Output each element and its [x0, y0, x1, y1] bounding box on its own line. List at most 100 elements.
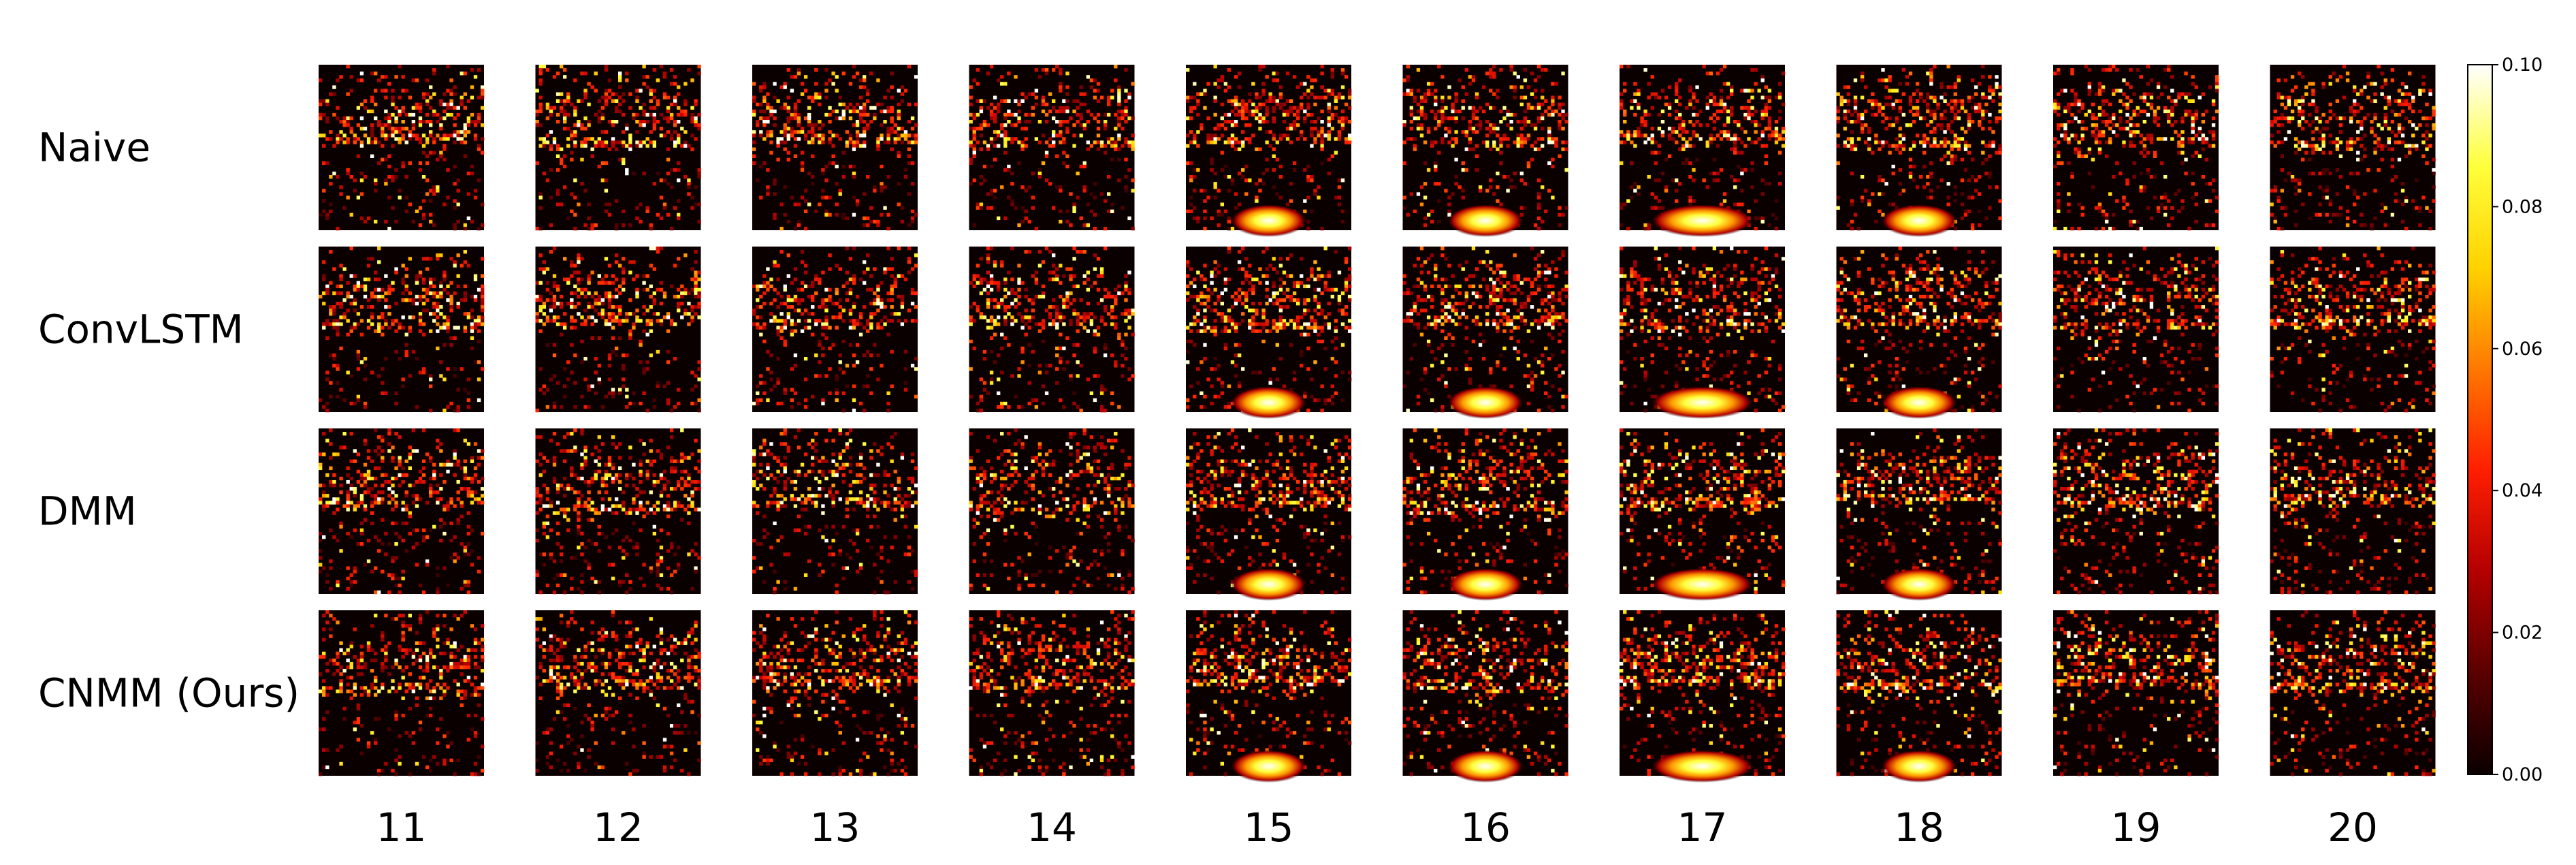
panel-cells	[969, 610, 1135, 776]
heatmap-panel-dmm-11	[319, 428, 485, 595]
heatmap-panel-convlstm-15	[1186, 247, 1352, 419]
polar-glow	[1447, 386, 1524, 419]
heatmap-panel-dmm-15	[1186, 428, 1352, 601]
column-label-11: 11	[376, 804, 427, 851]
panel-cells	[2053, 65, 2219, 231]
panel-cells	[319, 610, 485, 776]
column-label-18: 18	[1894, 804, 1944, 851]
heatmap-panel-dmm-17	[1620, 428, 1786, 601]
row-label-convlstm: ConvLSTM	[38, 306, 244, 353]
panel-cells	[752, 65, 918, 231]
column-labels: 11 12 13 14 15 16 17 18 19 20	[376, 804, 2378, 851]
heatmap-panel-naive-12	[535, 65, 701, 231]
panel-cells	[1402, 247, 1568, 413]
heatmap-panel-convlstm-17	[1620, 247, 1786, 419]
polar-glow	[1447, 750, 1524, 783]
panel-cells	[2270, 610, 2436, 776]
heatmap-panel-naive-17	[1620, 65, 1786, 237]
heatmap-panel-convlstm-12	[535, 247, 701, 413]
panel-cells	[2270, 65, 2436, 231]
column-label-19: 19	[2111, 804, 2161, 851]
panel-cells	[1836, 65, 2002, 231]
polar-glow	[1651, 750, 1754, 783]
heatmap-panel-dmm-12	[535, 428, 701, 595]
panel-cells	[535, 610, 701, 776]
panel-cells	[2270, 247, 2436, 413]
colorbar: 0.00 0.02 0.04 0.06 0.08 0.10	[2467, 54, 2543, 785]
panel-cells	[969, 247, 1135, 413]
polar-glow	[1881, 204, 1957, 237]
column-label-13: 13	[810, 804, 860, 851]
column-label-12: 12	[593, 804, 643, 851]
column-label-16: 16	[1460, 804, 1511, 851]
panel-cells	[2270, 428, 2436, 595]
panel-cells	[752, 428, 918, 595]
colorbar-ticks: 0.00 0.02 0.04 0.06 0.08 0.10	[2492, 54, 2543, 785]
polar-glow	[1230, 568, 1307, 601]
heatmap-panel-dmm-13	[752, 428, 918, 595]
panel-cells	[319, 65, 485, 231]
polar-glow	[1651, 568, 1754, 601]
polar-glow	[1651, 204, 1754, 237]
column-label-15: 15	[1244, 804, 1294, 851]
colorbar-gradient	[2467, 64, 2493, 775]
heatmap-panels	[319, 65, 2436, 783]
row-label-dmm: DMM	[38, 488, 137, 535]
heatmap-panel-cnmm-ours-13	[752, 610, 918, 776]
panel-cells	[535, 65, 701, 231]
heatmap-panel-dmm-19	[2053, 428, 2219, 595]
panel-cells	[2053, 247, 2219, 413]
panel-cells	[1186, 610, 1352, 776]
heatmap-panel-dmm-16	[1402, 428, 1568, 601]
panel-cells	[535, 428, 701, 595]
panel-cells	[969, 428, 1135, 595]
heatmap-panel-dmm-14	[969, 428, 1135, 595]
heatmap-panel-cnmm-ours-20	[2270, 610, 2436, 776]
polar-glow	[1881, 750, 1957, 783]
heatmap-panel-cnmm-ours-16	[1402, 610, 1568, 783]
panel-cells	[1186, 65, 1352, 231]
heatmap-panel-naive-18	[1836, 65, 2002, 237]
column-label-14: 14	[1027, 804, 1077, 851]
polar-glow	[1651, 386, 1754, 419]
colorbar-tick-label: 0.08	[2502, 196, 2543, 217]
row-label-cnmm-ours: CNMM (Ours)	[38, 670, 300, 717]
panel-cells	[1620, 65, 1786, 231]
heatmap-panel-naive-13	[752, 65, 918, 231]
colorbar-tick-label: 0.06	[2502, 339, 2543, 360]
row-labels: Naive ConvLSTM DMM CNMM (Ours)	[38, 125, 300, 717]
panel-cells	[1186, 428, 1352, 595]
polar-glow	[1881, 386, 1957, 419]
heatmap-panel-convlstm-13	[752, 247, 918, 413]
panel-cells	[752, 610, 918, 776]
heatmap-panel-convlstm-18	[1836, 247, 2002, 419]
panel-cells	[535, 247, 701, 413]
heatmap-panel-cnmm-ours-18	[1836, 610, 2002, 783]
heatmap-panel-cnmm-ours-15	[1186, 610, 1352, 783]
panel-cells	[1402, 610, 1568, 776]
heatmap-panel-naive-14	[969, 65, 1135, 231]
polar-glow	[1447, 568, 1524, 601]
heatmap-panel-cnmm-ours-14	[969, 610, 1135, 776]
heatmap-panel-naive-19	[2053, 65, 2219, 231]
panel-cells	[319, 428, 485, 595]
panel-cells	[2053, 610, 2219, 776]
polar-glow	[1447, 204, 1524, 237]
heatmap-panel-naive-15	[1186, 65, 1352, 237]
heatmap-panel-convlstm-20	[2270, 247, 2436, 413]
row-label-naive: Naive	[38, 125, 150, 171]
panel-background	[535, 247, 701, 412]
panel-cells	[1620, 610, 1786, 776]
heatmap-panel-dmm-20	[2270, 428, 2436, 595]
panel-cells	[1402, 65, 1568, 231]
panel-cells	[2053, 428, 2219, 595]
heatmap-panel-cnmm-ours-17	[1620, 610, 1786, 783]
colorbar-tick-label: 0.00	[2502, 764, 2543, 785]
heatmap-panel-naive-11	[319, 65, 485, 231]
column-label-17: 17	[1677, 804, 1728, 851]
panel-cells	[1836, 610, 2002, 776]
heatmap-panel-cnmm-ours-12	[535, 610, 701, 776]
heatmap-panel-dmm-18	[1836, 428, 2002, 601]
colorbar-tick-label: 0.10	[2502, 54, 2543, 76]
